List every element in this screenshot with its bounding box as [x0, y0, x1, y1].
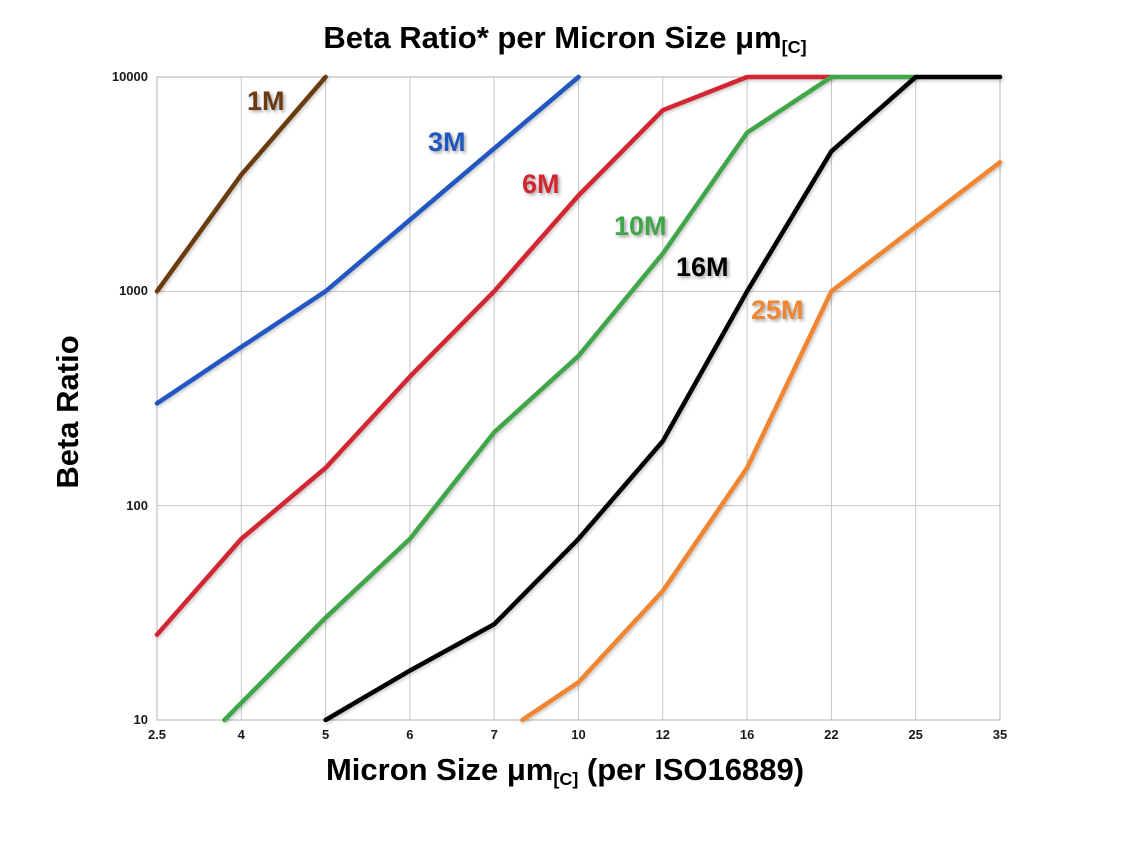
series-label-6m: 6M [522, 169, 560, 199]
x-tick-label: 25 [908, 727, 923, 742]
x-axis-title-subscript: [C] [553, 769, 579, 790]
chart-title-subscript: [C] [781, 37, 807, 58]
x-tick-label: 22 [824, 727, 839, 742]
series-line-25m [520, 160, 1003, 723]
x-tick-label: 4 [237, 727, 245, 742]
chart-title: Beta Ratio* per Micron Size μm[C] [0, 20, 1130, 58]
x-tick-label: 10 [571, 727, 586, 742]
series-label-10m: 10M [614, 211, 667, 241]
series-label-3m: 3M [428, 127, 466, 157]
series-label-1m: 1M [247, 86, 285, 116]
x-axis-title: Micron Size μm[C] (per ISO16889) [0, 752, 1130, 790]
x-axis-title-suffix: (per ISO16889) [578, 752, 805, 787]
series-line-3m [154, 74, 581, 406]
x-axis-title-text: Micron Size μm [325, 752, 554, 787]
y-tick-label: 100 [126, 497, 148, 513]
x-tick-label: 2.5 [147, 727, 167, 742]
series-line-16m [323, 74, 1003, 723]
y-tick-label: 1000 [119, 283, 148, 299]
x-tick-label: 12 [655, 727, 671, 742]
series-label-16m: 16M [676, 252, 729, 282]
series-line-10m [222, 74, 918, 723]
x-tick-label: 16 [739, 727, 755, 742]
series-line-6m [154, 74, 834, 637]
x-tick-label: 6 [406, 727, 414, 742]
y-tick-label: 10000 [111, 69, 148, 84]
chart-title-text: Beta Ratio* per Micron Size μm [323, 20, 782, 55]
y-tick-label: 10 [133, 712, 148, 727]
series-label-25m: 25M [751, 295, 804, 325]
x-tick-label: 35 [992, 727, 1008, 742]
x-tick-label: 5 [321, 727, 330, 742]
series-line-1m [154, 74, 328, 294]
x-tick-label: 7 [490, 727, 498, 742]
